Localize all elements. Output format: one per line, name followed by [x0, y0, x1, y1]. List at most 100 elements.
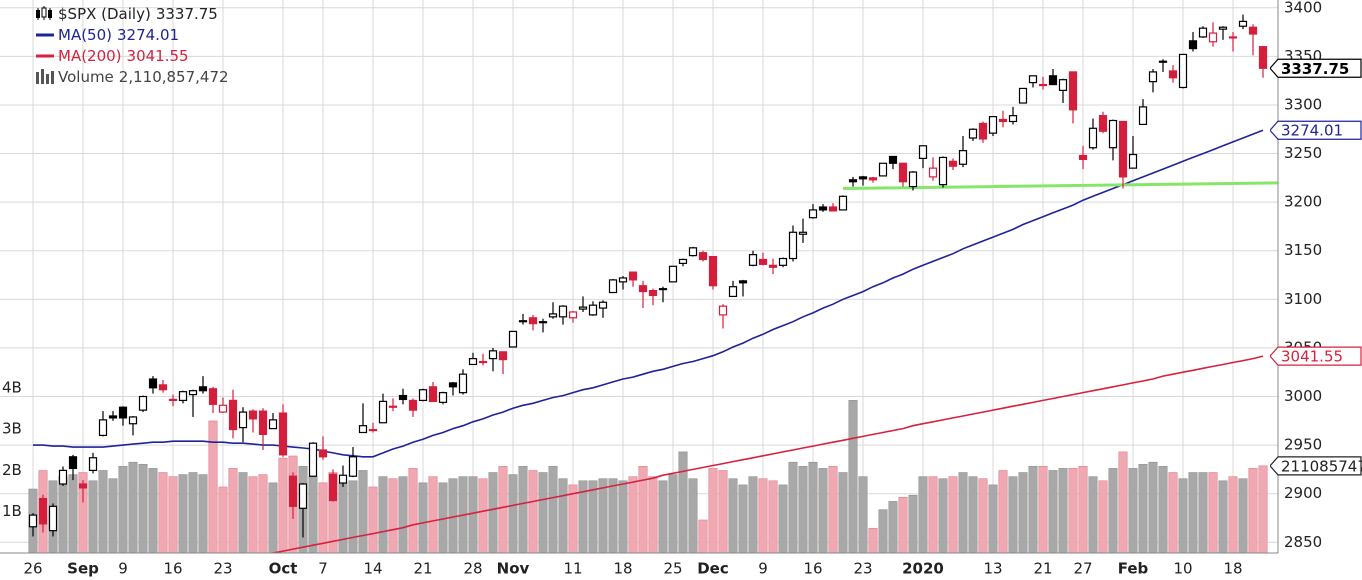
- x-tick-label: 21: [413, 560, 432, 578]
- volume-bar: [428, 476, 438, 553]
- volume-bar: [228, 468, 238, 553]
- volume-bar: [368, 486, 378, 553]
- candle-body: [908, 171, 918, 188]
- candle-body: [1088, 127, 1098, 149]
- candle-body: [648, 289, 658, 297]
- y-tick-label: 3200: [1284, 193, 1322, 211]
- volume-bar: [1128, 468, 1138, 553]
- candle-body: [988, 116, 998, 134]
- candle-body: [1228, 36, 1238, 39]
- candle-body: [708, 255, 718, 287]
- candle-body: [368, 428, 378, 432]
- candle-body: [508, 330, 518, 348]
- candle-body: [218, 404, 228, 413]
- volume-bar: [128, 461, 138, 553]
- volume-bar: [78, 472, 88, 553]
- candle-body: [548, 313, 558, 318]
- legend-value: 3274.01: [117, 26, 179, 44]
- volume-bar: [1078, 466, 1088, 553]
- volume-bar: [1118, 451, 1128, 553]
- volume-bar: [138, 463, 148, 553]
- volume-bar: [1248, 468, 1258, 553]
- value-box: [1270, 346, 1362, 366]
- volume-bar: [498, 466, 508, 553]
- candle-body: [1238, 20, 1248, 27]
- volume-bar: [508, 474, 518, 553]
- volume-bar: [568, 484, 578, 553]
- x-tick-label: 7: [318, 560, 328, 578]
- candle-body: [798, 231, 808, 235]
- x-tick-label: Sep: [67, 560, 99, 578]
- candle-body: [238, 411, 248, 429]
- legend-name: MA(50): [58, 26, 112, 44]
- candle-body: [88, 457, 98, 471]
- volume-bar: [98, 470, 108, 553]
- legend-icon-candle: [36, 6, 52, 20]
- candle-body: [658, 288, 668, 291]
- candle-body: [738, 280, 748, 284]
- value-box-label: 3041.55: [1281, 348, 1343, 366]
- candle-body: [1128, 153, 1138, 169]
- volume-bar: [58, 476, 68, 553]
- y-tick-label: 2850: [1284, 533, 1322, 551]
- volume-bar: [528, 470, 538, 553]
- volume-bar: [818, 468, 828, 553]
- x-tick-label: 23: [213, 560, 232, 578]
- candle-body: [108, 415, 118, 419]
- candle-body: [948, 160, 958, 167]
- candle-body: [28, 514, 38, 528]
- x-tick-label: Dec: [697, 560, 729, 578]
- volume-bar: [1088, 476, 1098, 553]
- volume-bar: [588, 480, 598, 553]
- volume-bar: [678, 451, 688, 553]
- volume-bar: [168, 476, 178, 553]
- candle-body: [38, 497, 48, 525]
- volume-bar: [918, 476, 928, 553]
- volume-bar: [878, 509, 888, 553]
- volume-bar: [88, 480, 98, 553]
- volume-bar: [118, 466, 128, 553]
- candle-body: [438, 392, 448, 403]
- candle-body: [628, 271, 638, 281]
- volume-bar: [538, 472, 548, 553]
- candle-body: [808, 209, 818, 219]
- volume-bar: [858, 476, 868, 553]
- candle-body: [1158, 60, 1168, 63]
- volume-bar: [1258, 465, 1268, 553]
- x-tick-label: 23: [853, 560, 872, 578]
- y-tick-label: 2900: [1284, 484, 1322, 502]
- candle-body: [928, 167, 938, 178]
- candle-body: [1168, 70, 1178, 79]
- candle-body: [158, 384, 168, 391]
- legend-entry: MA(200) 3041.55: [58, 47, 189, 65]
- candle-body: [938, 156, 948, 186]
- volume-bar: [1028, 466, 1038, 553]
- candle-body: [888, 155, 898, 164]
- candle-body: [328, 473, 338, 502]
- volume-bar: [558, 478, 568, 553]
- y-tick-label: 2950: [1284, 436, 1322, 454]
- candle-body: [538, 321, 548, 324]
- y-tick-label: 3150: [1284, 241, 1322, 259]
- legend-value: 3337.75: [156, 5, 218, 23]
- volume-bar: [1208, 472, 1218, 553]
- x-tick-label: Nov: [497, 560, 530, 578]
- legend-entry: $SPX (Daily) 3337.75: [58, 5, 218, 23]
- value-box: [1270, 456, 1362, 476]
- volume-bar: [1068, 468, 1078, 553]
- volume-bar: [958, 472, 968, 553]
- volume-bar: [248, 476, 258, 553]
- candle-body: [498, 351, 508, 361]
- y-tick-label: 3300: [1284, 95, 1322, 113]
- candle-body: [348, 456, 358, 477]
- volume-bar: [1138, 463, 1148, 553]
- candle-body: [258, 410, 268, 436]
- volume-bar: [1038, 466, 1048, 553]
- volume-bar: [268, 482, 278, 553]
- volume-bar: [68, 474, 78, 553]
- candle-body: [398, 394, 408, 401]
- candle-body: [1138, 106, 1148, 126]
- volume-bar: [108, 478, 118, 553]
- candle-body: [638, 285, 648, 293]
- x-tick-label: 18: [1223, 560, 1242, 578]
